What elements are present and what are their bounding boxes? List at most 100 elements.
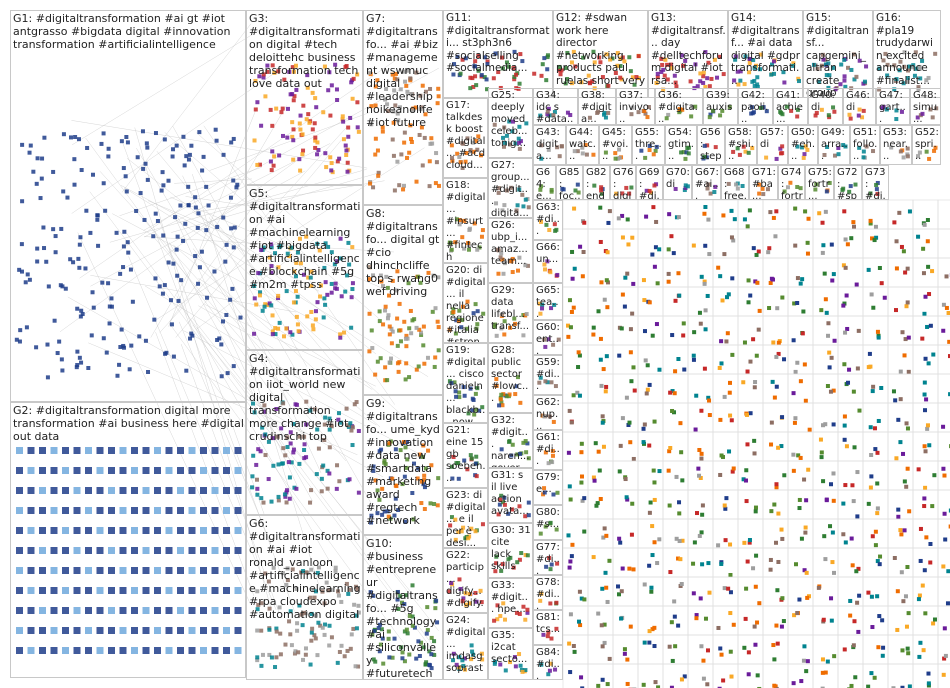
node	[436, 86, 441, 91]
node	[542, 56, 547, 61]
node	[23, 280, 28, 285]
node	[270, 149, 275, 154]
node	[290, 92, 295, 97]
node	[254, 302, 259, 307]
node	[386, 636, 391, 641]
node	[803, 398, 808, 403]
node	[108, 447, 115, 454]
node	[721, 678, 726, 683]
node	[758, 52, 763, 57]
node	[620, 191, 625, 196]
node	[851, 52, 856, 57]
node	[288, 430, 293, 435]
node	[504, 394, 509, 399]
node	[108, 567, 115, 574]
small-group-box	[937, 373, 950, 404]
node	[744, 586, 749, 591]
edge	[150, 105, 287, 338]
node	[480, 657, 485, 662]
node	[735, 186, 740, 191]
node	[333, 62, 338, 67]
node	[841, 303, 846, 308]
node	[523, 668, 528, 673]
node	[879, 281, 884, 286]
node	[315, 241, 320, 246]
node	[592, 183, 597, 188]
node	[811, 62, 816, 67]
node	[251, 401, 256, 406]
node	[296, 650, 301, 655]
node	[893, 398, 898, 403]
node	[832, 570, 837, 575]
node	[818, 437, 823, 442]
node	[368, 590, 373, 595]
node	[645, 115, 650, 120]
node	[501, 144, 506, 149]
node	[165, 507, 173, 514]
node	[259, 628, 264, 633]
node	[269, 270, 274, 275]
node	[50, 567, 58, 574]
node	[104, 350, 109, 355]
node	[371, 185, 376, 190]
node	[28, 143, 33, 148]
group-label: G32: #digit... naren... gover...	[491, 415, 530, 467]
node	[605, 305, 610, 310]
node	[20, 142, 25, 147]
node	[869, 671, 874, 676]
node	[806, 467, 811, 472]
node	[501, 135, 506, 140]
node	[706, 182, 711, 187]
node	[457, 577, 462, 582]
node	[351, 76, 356, 81]
small-group-box	[787, 460, 814, 491]
node	[75, 349, 80, 354]
node	[398, 448, 403, 453]
node	[868, 218, 873, 223]
group-label: G48: simu...	[913, 90, 938, 125]
node	[925, 239, 930, 244]
node	[143, 338, 148, 343]
node	[498, 85, 503, 90]
small-group-box	[812, 460, 839, 491]
node	[730, 469, 735, 474]
node	[338, 332, 343, 337]
node	[773, 540, 778, 545]
small-group-box	[937, 286, 950, 317]
node	[796, 79, 801, 84]
node	[768, 567, 773, 572]
node	[599, 188, 604, 193]
node	[696, 466, 701, 471]
node	[380, 512, 385, 517]
node	[39, 467, 46, 474]
node	[435, 503, 440, 508]
node	[492, 324, 497, 329]
node	[416, 274, 421, 279]
node	[884, 107, 889, 112]
node	[95, 217, 100, 222]
small-group-box	[562, 344, 589, 375]
node	[549, 187, 554, 192]
node	[223, 487, 230, 494]
node	[348, 115, 353, 120]
node	[411, 517, 416, 522]
node	[138, 191, 143, 196]
small-group-box	[937, 344, 950, 375]
group-label: G68: free...	[724, 167, 747, 200]
node	[580, 686, 585, 688]
node	[543, 450, 548, 455]
node	[874, 187, 879, 192]
node	[841, 532, 846, 537]
edge	[170, 196, 388, 291]
node	[128, 267, 133, 272]
small-group-box	[787, 344, 814, 375]
node	[673, 80, 678, 85]
small-group-box	[912, 228, 939, 259]
node	[101, 336, 106, 341]
node	[41, 225, 46, 230]
node	[166, 178, 171, 183]
node	[131, 507, 138, 514]
group-label: G37: invivo...	[619, 90, 652, 125]
node	[861, 108, 866, 113]
node	[225, 371, 230, 376]
